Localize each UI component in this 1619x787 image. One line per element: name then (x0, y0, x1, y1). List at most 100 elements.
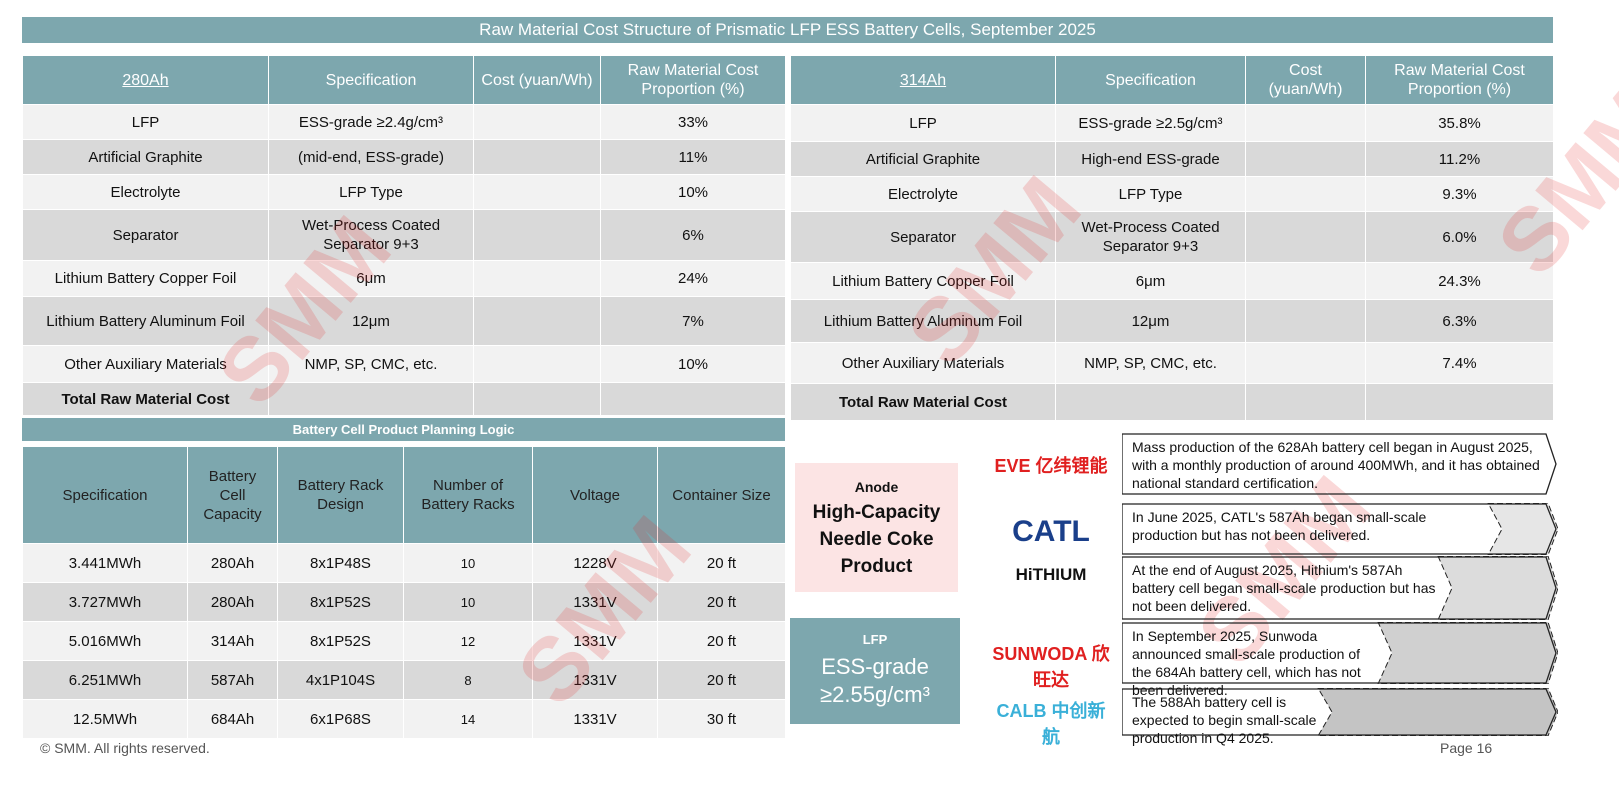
table-cell: High-end ESS-grade (1055, 141, 1246, 177)
cost-table-280ah: 280Ah Specification Cost (yuan/Wh) Raw Mate… (22, 55, 786, 416)
anode-product: High-Capacity Needle Coke Product (812, 502, 941, 577)
company-status-text: In June 2025, CATL's 587Ah began small-s… (1132, 509, 1427, 543)
table-row: Separator Wet-Process Coated Separator 9+… (22, 209, 786, 261)
table-cell (473, 296, 601, 346)
table-cell: 20 ft (657, 621, 786, 661)
table-cell: 20 ft (657, 660, 786, 700)
table-cell (600, 382, 786, 416)
table-cell (473, 104, 601, 140)
table-cell: Electrolyte (22, 174, 269, 210)
column-header: Specification (1055, 55, 1246, 105)
table-cell: NMP, SP, CMC, etc. (268, 345, 474, 383)
table-cell: 24% (600, 260, 786, 297)
column-header: Battery Cell Capacity (187, 446, 278, 544)
column-header: Cost (yuan/Wh) (1245, 55, 1366, 105)
table-cell: Other Auxiliary Materials (22, 345, 269, 383)
cost-table-314ah: 314Ah Specification Cost (yuan/Wh) Raw Mate… (790, 55, 1554, 421)
column-header: Specification (268, 55, 474, 105)
table-cell: 30 ft (657, 699, 786, 739)
table-cell: 33% (600, 104, 786, 140)
company-status-arrow: At the end of August 2025, Hithium's 587… (1122, 556, 1558, 620)
table-row: LFP ESS-grade ≥2.5g/cm³ 35.8% (790, 104, 1554, 142)
lfp-grade: ESS-grade ≥2.55g/cm³ (820, 654, 930, 707)
table-cell: 280Ah (187, 582, 278, 622)
table-cell: 14 (403, 699, 533, 739)
copyright: © SMM. All rights reserved. (40, 740, 210, 756)
table-cell: 7% (600, 296, 786, 346)
table-cell: 8x1P52S (277, 621, 404, 661)
table-cell: 3.441MWh (22, 543, 188, 583)
table-cell: 1228V (532, 543, 658, 583)
table-cell: Lithium Battery Aluminum Foil (790, 299, 1056, 343)
column-header: 280Ah (22, 55, 269, 105)
table-cell (1245, 141, 1366, 177)
company-status-arrow: The 588Ah battery cell is expected to be… (1122, 688, 1558, 746)
lfp-label: LFP (862, 632, 888, 647)
table-cell (1055, 383, 1246, 421)
table-cell: 1331V (532, 699, 658, 739)
table-cell: Wet-Process Coated Separator 9+3 (268, 209, 474, 261)
table-cell: ESS-grade ≥2.5g/cm³ (1055, 104, 1246, 142)
lfp-box: LFP ESS-grade ≥2.55g/cm³ (790, 618, 960, 724)
page-number: Page 16 (1440, 740, 1493, 756)
table-cell: 8x1P52S (277, 582, 404, 622)
table-cell: LFP Type (1055, 176, 1246, 212)
company-status-text: At the end of August 2025, Hithium's 587… (1132, 562, 1436, 614)
table-cell: 12.5MWh (22, 699, 188, 739)
table-row: Total Raw Material Cost (790, 383, 1554, 421)
table-cell: Lithium Battery Copper Foil (790, 262, 1056, 300)
table-cell: 24.3% (1365, 262, 1554, 300)
table-cell (1245, 176, 1366, 212)
table-cell: 8x1P48S (277, 543, 404, 583)
table-cell: 7.4% (1365, 342, 1554, 384)
company-status-text: Mass production of the 628Ah battery cel… (1132, 439, 1540, 491)
column-header: Raw Material Cost Proportion (%) (1365, 55, 1554, 105)
company-logo: CATL (1012, 515, 1090, 548)
table-cell: 4x1P104S (277, 660, 404, 700)
table-cell (1245, 342, 1366, 384)
table-cell: 20 ft (657, 582, 786, 622)
table-cell: 20 ft (657, 543, 786, 583)
table-row: Separator Wet-Process Coated Separator 9+… (790, 211, 1554, 263)
table-cell: Separator (22, 209, 269, 261)
header-row: Specification Battery Cell Capacity Batter… (22, 446, 786, 544)
table-row: Lithium Battery Copper Foil 6μm 24.3% (790, 262, 1554, 300)
company-status-arrow: Mass production of the 628Ah battery cel… (1122, 433, 1558, 495)
table-cell: 6% (600, 209, 786, 261)
company-logo: SUNWODA 欣旺达 (992, 644, 1110, 690)
planning-title: Battery Cell Product Planning Logic (22, 418, 785, 441)
column-header: Voltage (532, 446, 658, 544)
table-cell: 10 (403, 543, 533, 583)
table-cell: 10% (600, 174, 786, 210)
table-cell (473, 209, 601, 261)
table-cell: 1331V (532, 582, 658, 622)
column-header: Container Size (657, 446, 786, 544)
table-cell: 11.2% (1365, 141, 1554, 177)
table-cell: 6.3% (1365, 299, 1554, 343)
table-cell: Lithium Battery Aluminum Foil (22, 296, 269, 346)
table-cell: LFP (22, 104, 269, 140)
table-row: Electrolyte LFP Type 9.3% (790, 176, 1554, 212)
table-cell (473, 260, 601, 297)
table-cell: 314Ah (187, 621, 278, 661)
table-cell (268, 382, 474, 416)
company-status-text: In September 2025, Sunwoda announced sma… (1132, 628, 1361, 698)
table-cell: 1331V (532, 660, 658, 700)
table-row: Artificial Graphite (mid-end, ESS-grade) 1… (22, 139, 786, 175)
table-cell: 280Ah (187, 543, 278, 583)
table-cell: Total Raw Material Cost (790, 383, 1056, 421)
table-cell (1245, 211, 1366, 263)
table-cell: Total Raw Material Cost (22, 382, 269, 416)
table-cell: Artificial Graphite (22, 139, 269, 175)
table-cell: 6.251MWh (22, 660, 188, 700)
column-header: Battery Rack Design (277, 446, 404, 544)
table-cell: ESS-grade ≥2.4g/cm³ (268, 104, 474, 140)
table-cell: 6μm (268, 260, 474, 297)
table-cell: 10 (403, 582, 533, 622)
page-title: Raw Material Cost Structure of Prismatic… (22, 17, 1553, 43)
company-status-arrow: In September 2025, Sunwoda announced sma… (1122, 622, 1558, 698)
table-cell: NMP, SP, CMC, etc. (1055, 342, 1246, 384)
table-cell: 12μm (1055, 299, 1246, 343)
table-cell: 35.8% (1365, 104, 1554, 142)
table-row: Other Auxiliary Materials NMP, SP, CMC, e… (790, 342, 1554, 384)
